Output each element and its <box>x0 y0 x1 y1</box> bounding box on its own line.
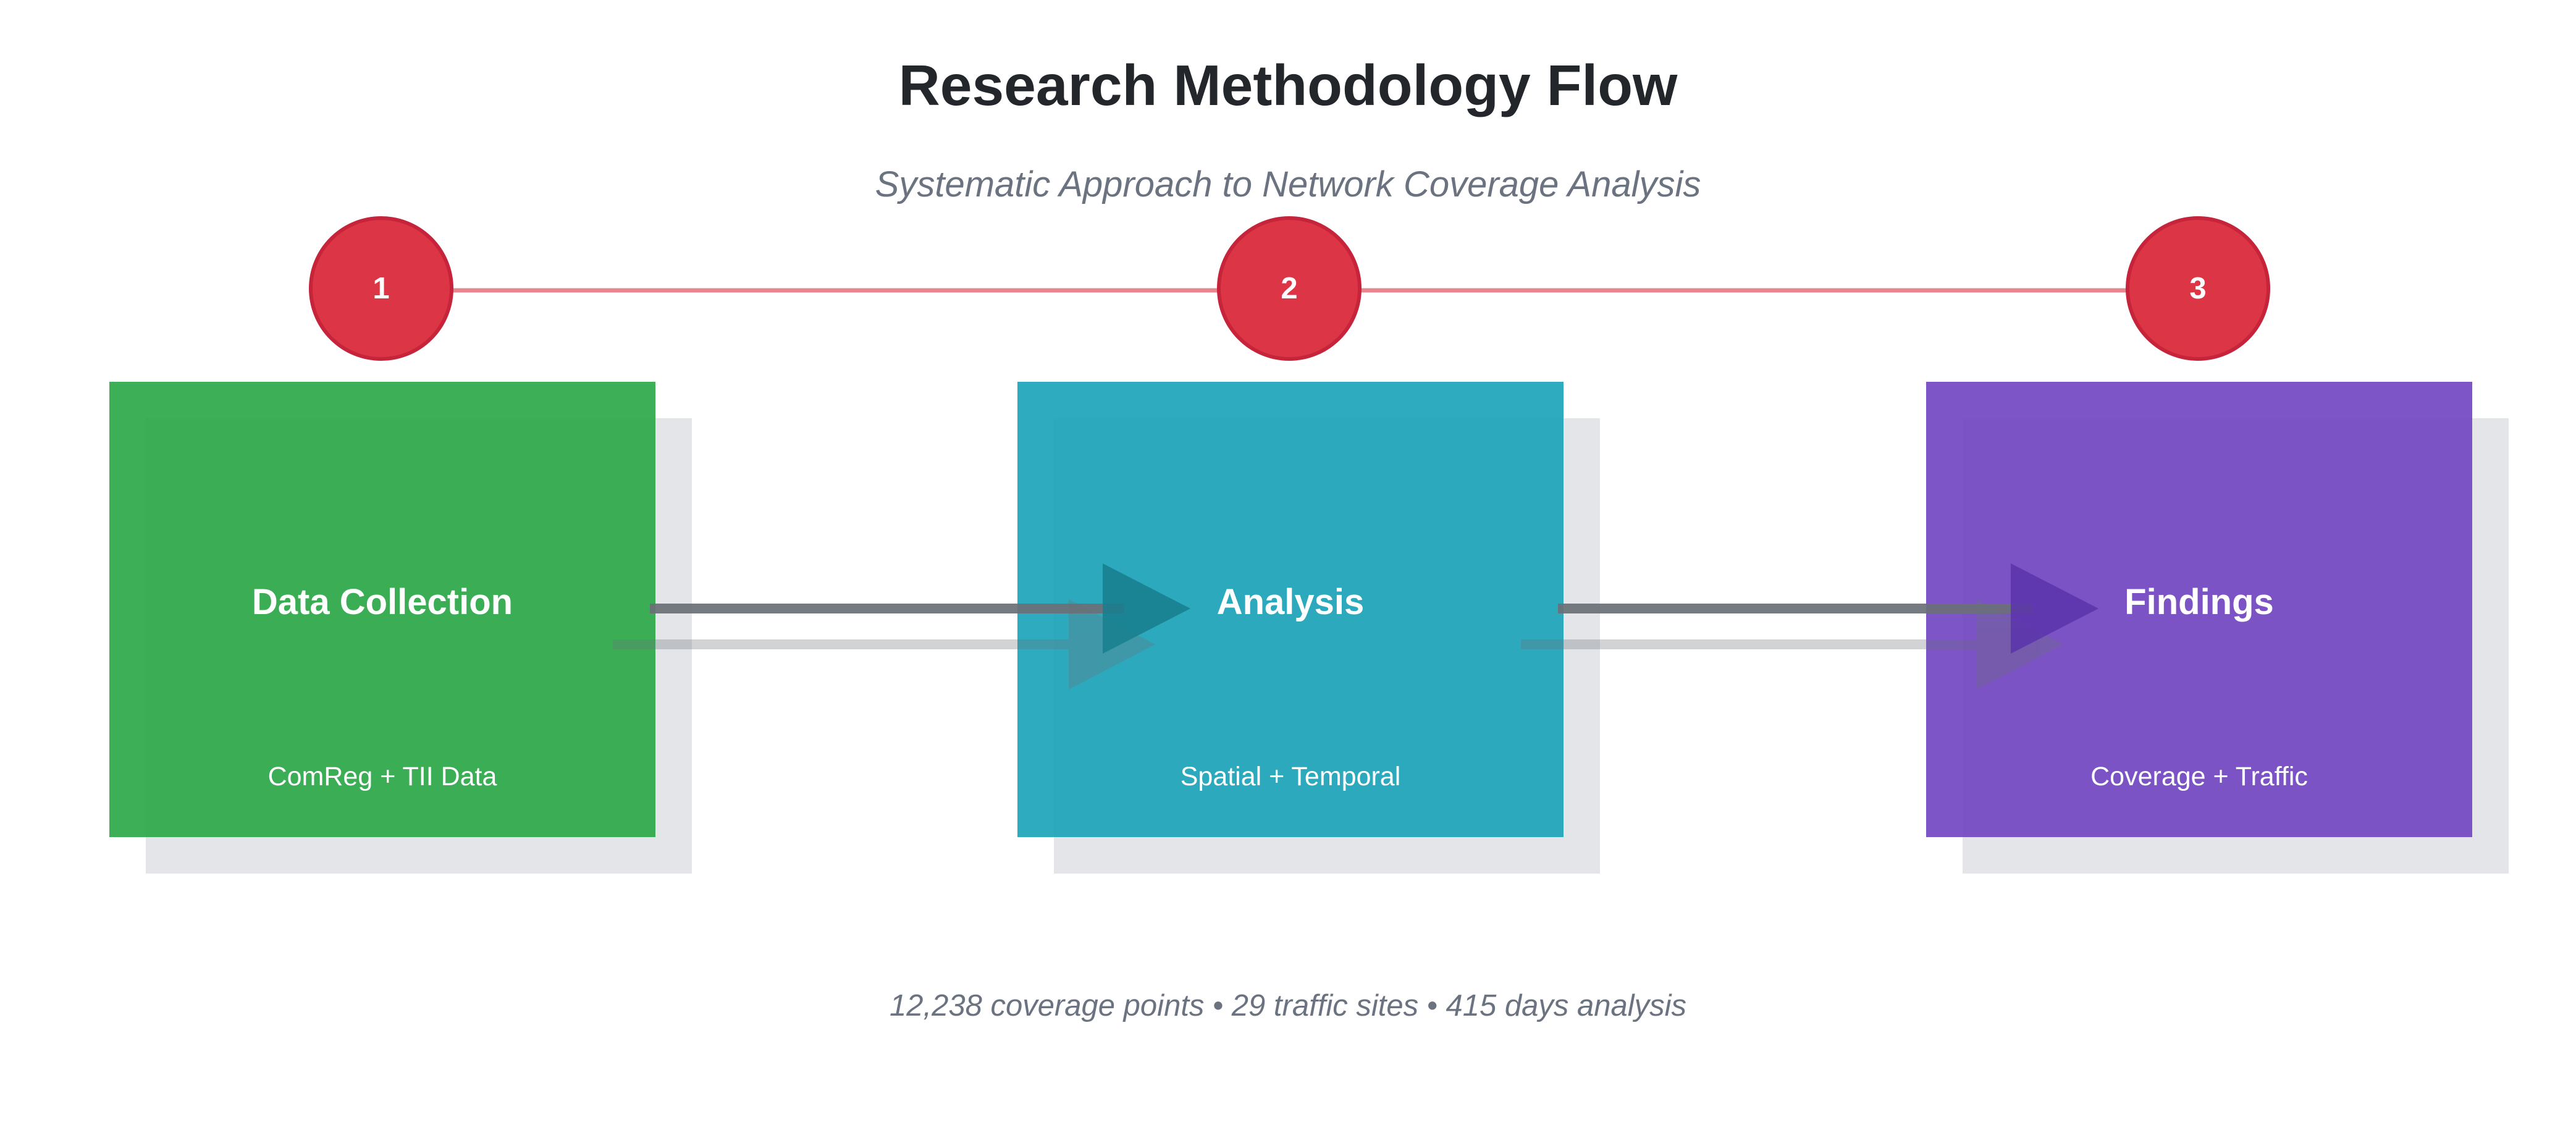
step-title: Analysis <box>1216 582 1365 622</box>
step-title: Data Collection <box>251 582 513 622</box>
step-number-badge-3: 3 <box>2126 216 2270 361</box>
arrow-head-icon <box>1103 563 1190 654</box>
summary-stats: 12,238 coverage points • 29 traffic site… <box>890 989 1686 1022</box>
diagram-subtitle: Systematic Approach to Network Coverage … <box>875 164 1701 204</box>
step-box-data-collection: Data Collection ComReg + TII Data <box>109 382 655 837</box>
step-title: Findings <box>2124 582 2274 622</box>
step-number-badge-1: 1 <box>309 216 453 361</box>
arrow-head-icon <box>2011 563 2098 654</box>
step-number-badge-2: 2 <box>1217 216 1362 361</box>
diagram-title: Research Methodology Flow <box>898 53 1678 117</box>
step-subtitle: Coverage + Traffic <box>2090 762 2308 791</box>
step-subtitle: ComReg + TII Data <box>267 762 497 791</box>
step-subtitle: Spatial + Temporal <box>1180 762 1401 791</box>
